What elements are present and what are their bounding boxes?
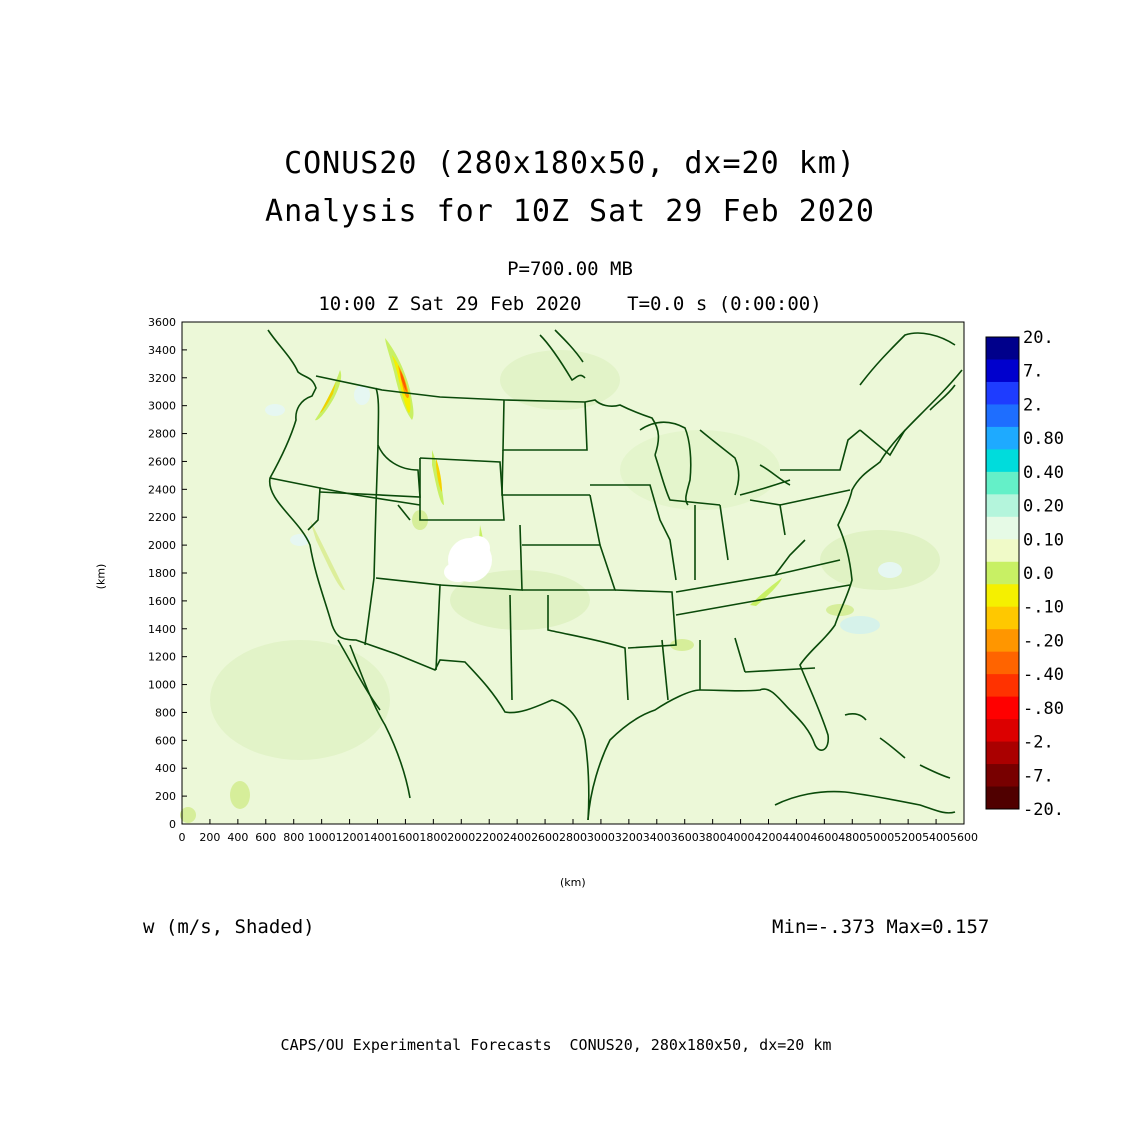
colorbar-swatch [986, 337, 1019, 360]
x-tick-label: 4600 [810, 831, 838, 844]
colorbar-label: -7. [1023, 766, 1054, 786]
y-tick-label: 1000 [148, 679, 176, 692]
y-tick-label: 200 [155, 790, 176, 803]
y-tick-label: 3400 [148, 344, 176, 357]
colorbar-label: -.80 [1023, 699, 1064, 719]
y-tick-label: 800 [155, 706, 176, 719]
x-axis-label: (km) [560, 876, 586, 889]
x-tick-label: 3400 [643, 831, 671, 844]
w-field-shading [180, 338, 940, 823]
x-tick-label: 600 [255, 831, 276, 844]
colorbar: 20. 7. 2. 0.80 0.40 0.20 0.10 0.0 -.10 -.20 -.40 -.… [985, 328, 1064, 820]
colorbar-swatch [986, 696, 1019, 720]
x-tick-label: 2600 [531, 831, 559, 844]
colorbar-swatch [986, 561, 1019, 585]
y-axis-ticks: 0 200 400 600 800 1000 1200 1400 1600 1800 2000 220… [148, 316, 187, 831]
x-tick-label: 1600 [391, 831, 419, 844]
y-tick-label: 0 [169, 818, 176, 831]
y-tick-label: 3200 [148, 372, 176, 385]
y-tick-label: 1800 [148, 567, 176, 580]
x-tick-label: 3000 [587, 831, 615, 844]
x-tick-label: 4800 [838, 831, 866, 844]
x-tick-label: 1000 [308, 831, 336, 844]
colorbar-label: 7. [1023, 362, 1043, 382]
colorbar-swatch [986, 426, 1019, 450]
colorbar-swatch [986, 606, 1019, 630]
colorbar-swatch [986, 584, 1019, 608]
x-tick-label: 200 [199, 831, 220, 844]
x-tick-label: 5000 [866, 831, 894, 844]
x-tick-label: 3600 [671, 831, 699, 844]
colorbar-label: -.20 [1023, 631, 1064, 651]
y-tick-label: 2000 [148, 539, 176, 552]
y-tick-label: 3000 [148, 400, 176, 413]
colorbar-swatch [986, 651, 1019, 675]
x-tick-label: 3800 [699, 831, 727, 844]
x-tick-label: 3200 [615, 831, 643, 844]
colorbar-label: 0.80 [1023, 429, 1064, 449]
colorbar-label: 0.40 [1023, 463, 1064, 483]
y-tick-label: 400 [155, 762, 176, 775]
colorbar-swatch [986, 539, 1019, 563]
colorbar-swatch [986, 494, 1019, 518]
x-tick-label: 1800 [419, 831, 447, 844]
colorbar-label: 0.10 [1023, 530, 1064, 550]
x-tick-label: 800 [283, 831, 304, 844]
x-tick-label: 5200 [894, 831, 922, 844]
colorbar-swatch [986, 404, 1019, 428]
y-tick-label: 2600 [148, 455, 176, 468]
map-outlines [267, 329, 963, 821]
variable-label: w (m/s, Shaded) [143, 916, 315, 938]
y-tick-label: 1200 [148, 651, 176, 664]
y-tick-label: 2200 [148, 511, 176, 524]
colorbar-swatch [986, 674, 1019, 698]
colorbar-label: 2. [1023, 395, 1043, 415]
x-tick-label: 2000 [447, 831, 475, 844]
y-axis-label: (km) [94, 563, 108, 590]
colorbar-label: -.40 [1023, 665, 1064, 685]
x-tick-label: 4400 [782, 831, 810, 844]
colorbar-swatch [986, 516, 1019, 540]
min-max-label: Min=-.373 Max=0.157 [772, 916, 990, 938]
x-tick-label: 1400 [364, 831, 392, 844]
x-tick-label: 4200 [755, 831, 783, 844]
colorbar-swatch [986, 629, 1019, 653]
x-tick-label: 1200 [336, 831, 364, 844]
y-tick-label: 1600 [148, 595, 176, 608]
colorbar-label: 0.20 [1023, 497, 1064, 517]
colorbar-swatch [986, 359, 1019, 383]
x-tick-label: 5400 [922, 831, 950, 844]
x-tick-label: 4000 [727, 831, 755, 844]
colorbar-label: -.10 [1023, 598, 1064, 618]
valid-time-label: 10:00 Z Sat 29 Feb 2020 T=0.0 s (0:00:00… [318, 293, 822, 315]
colorbar-swatch [986, 741, 1019, 765]
colorbar-label: 0.0 [1023, 564, 1054, 584]
y-tick-label: 3600 [148, 316, 176, 329]
x-axis-ticks: 0 200 400 600 800 1000 1200 1400 1600 1800 2000 220… [179, 819, 978, 844]
x-tick-label: 2400 [503, 831, 531, 844]
y-tick-label: 1400 [148, 623, 176, 636]
colorbar-swatch [986, 786, 1019, 810]
colorbar-swatch [986, 471, 1019, 495]
x-tick-label: 400 [227, 831, 248, 844]
y-tick-label: 2400 [148, 483, 176, 496]
colorbar-swatch [986, 449, 1019, 473]
colorbar-label: -2. [1023, 733, 1054, 753]
y-tick-label: 600 [155, 734, 176, 747]
map-title-line1: CONUS20 (280x180x50, dx=20 km) [284, 146, 856, 181]
colorbar-swatch [986, 381, 1019, 405]
pressure-level-label: P=700.00 MB [507, 258, 633, 280]
y-tick-label: 2800 [148, 428, 176, 441]
x-tick-label: 2200 [475, 831, 503, 844]
x-tick-label: 2800 [559, 831, 587, 844]
footer-credit: CAPS/OU Experimental Forecasts CONUS20, … [280, 1036, 832, 1054]
colorbar-swatch [986, 764, 1019, 788]
colorbar-swatch [986, 719, 1019, 743]
colorbar-label: 20. [1023, 328, 1054, 348]
map-title-line2: Analysis for 10Z Sat 29 Feb 2020 [265, 194, 875, 229]
x-tick-label: 0 [179, 831, 186, 844]
colorbar-label: -20. [1023, 800, 1064, 820]
x-tick-label: 5600 [950, 831, 978, 844]
